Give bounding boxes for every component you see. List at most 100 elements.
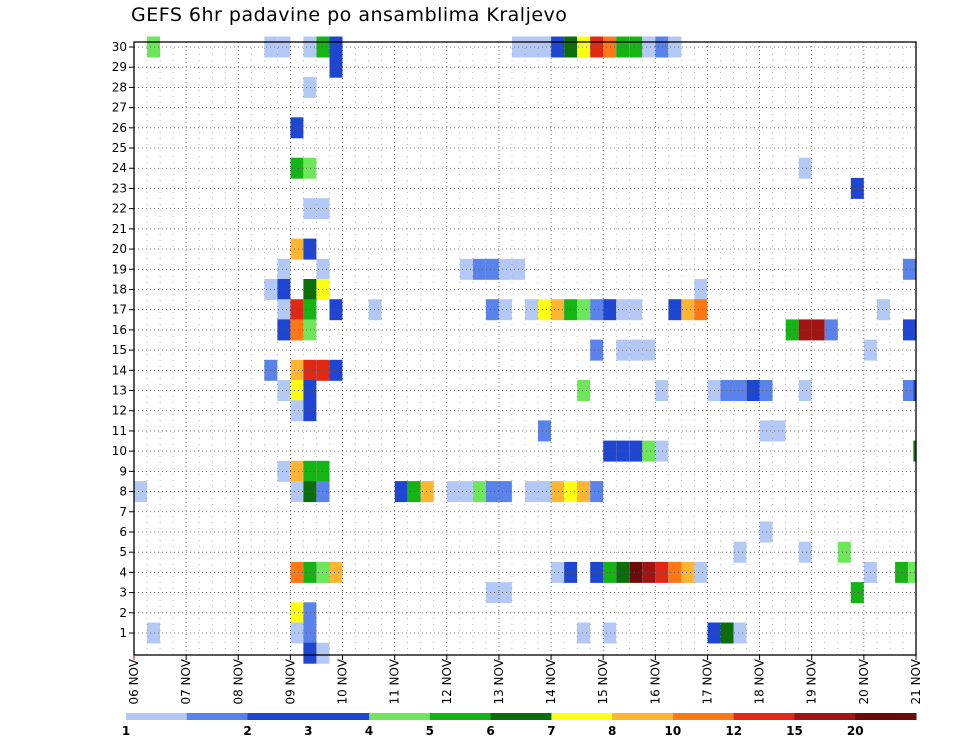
precip-cell-m8-125 — [577, 481, 591, 503]
precip-cell-m13-81 — [277, 380, 291, 401]
precip-cell-m16-70 — [903, 319, 916, 341]
colorbar-swatch-12 — [855, 713, 917, 720]
precip-cell-m17-43 — [277, 299, 291, 321]
precip-cell-m18-39 — [277, 279, 291, 300]
precip-cell-m4-142 — [655, 561, 669, 583]
colorbar-swatch-11 — [794, 713, 856, 720]
precip-cell-m17-46 — [329, 299, 343, 321]
ytick-label-14: 14 — [112, 363, 127, 377]
precip-cell-m15-71 — [590, 339, 604, 361]
precip-cell-m10-103 — [655, 440, 669, 462]
xtick-label-4: 10 NOV — [336, 658, 350, 704]
ytick-label-5: 5 — [119, 545, 127, 559]
precip-cell-m15-74 — [642, 339, 656, 361]
precip-cell-m12-95 — [303, 400, 317, 422]
xtick-label-8: 14 NOV — [544, 658, 558, 704]
colorbar-label-4: 4 — [365, 724, 373, 738]
precip-cell-m20-29 — [303, 238, 317, 260]
ytick-label-30: 30 — [112, 40, 127, 54]
precip-cell-m19-37 — [903, 258, 916, 280]
colorbar-swatch-0 — [126, 713, 188, 720]
precip-cell-m1-155 — [290, 622, 304, 644]
precip-cell-m18-42 — [694, 279, 708, 300]
precip-cell-m22-26 — [303, 198, 317, 220]
precip-cell-m5-130 — [837, 541, 851, 563]
precip-cell-m10-101 — [629, 440, 643, 462]
precip-cell-m0-163 — [316, 642, 330, 664]
ytick-label-1: 1 — [119, 626, 127, 640]
precip-cell-m24-24 — [798, 157, 812, 179]
precip-cell-m8-126 — [590, 481, 604, 503]
colorbar-swatch-5 — [429, 713, 492, 720]
precip-cell-m29-19 — [329, 56, 343, 78]
precip-cell-m13-82 — [290, 380, 304, 401]
precip-cell-m26-21 — [290, 117, 304, 139]
ytick-label-27: 27 — [112, 101, 127, 115]
xtick-label-15: 21 NOV — [909, 658, 923, 704]
axis-ticks: 1234567891011121314151617181920212223242… — [112, 40, 923, 705]
ytick-label-7: 7 — [119, 505, 127, 519]
precip-cell-m3-151 — [850, 582, 864, 604]
precip-cell-m8-115 — [420, 481, 434, 503]
ytick-label-11: 11 — [112, 424, 127, 438]
precip-cell-m8-116 — [446, 481, 460, 503]
precip-cell-m17-44 — [290, 299, 304, 321]
precip-cell-m18-40 — [303, 279, 317, 300]
precip-cell-m17-56 — [603, 299, 617, 321]
precip-cell-m30-12 — [590, 36, 604, 58]
xtick-label-13: 19 NOV — [805, 658, 819, 704]
ytick-label-6: 6 — [119, 525, 127, 539]
colorbar-label-5: 5 — [426, 724, 434, 738]
precip-cell-m8-109 — [134, 481, 147, 503]
precip-cell-m17-52 — [551, 299, 565, 321]
colorbar-swatch-9 — [672, 713, 735, 720]
precip-cell-m4-147 — [895, 561, 909, 583]
precip-cell-m4-145 — [694, 561, 708, 583]
xtick-label-7: 13 NOV — [492, 658, 506, 704]
xtick-label-2: 08 NOV — [231, 658, 245, 704]
precip-cell-m10-102 — [642, 440, 656, 462]
precip-cell-m16-65 — [303, 319, 317, 341]
chart-title: GEFS 6hr padavine po ansamblima Kraljevo — [131, 4, 568, 26]
precip-cell-m19-30 — [277, 258, 291, 280]
precip-cell-m4-141 — [642, 561, 656, 583]
precip-cell-m17-50 — [525, 299, 538, 321]
colorbar-swatch-8 — [612, 713, 674, 720]
precip-cell-m24-23 — [303, 157, 317, 179]
precip-cell-m1-158 — [603, 622, 617, 644]
precip-cell-m4-132 — [303, 561, 317, 583]
ytick-label-16: 16 — [112, 323, 127, 337]
precip-cell-m17-58 — [629, 299, 643, 321]
precip-cell-m9-106 — [290, 460, 304, 482]
precip-cell-m9-105 — [277, 460, 291, 482]
colorbar-label-6: 6 — [486, 724, 494, 738]
precip-cell-m17-62 — [876, 299, 890, 321]
precip-cell-m30-2 — [277, 36, 291, 58]
xtick-label-11: 17 NOV — [700, 658, 714, 704]
precip-cell-m17-48 — [485, 299, 499, 321]
precip-cell-m3-150 — [498, 582, 512, 604]
precip-cell-m17-47 — [368, 299, 382, 321]
precip-cell-m16-66 — [785, 319, 799, 341]
colorbar-label-20: 20 — [847, 724, 864, 738]
precip-cell-m28-20 — [303, 76, 317, 98]
precip-cell-m30-16 — [642, 36, 656, 58]
precip-cell-m17-51 — [538, 299, 551, 321]
colorbar-swatch-4 — [369, 713, 431, 720]
colorbar-swatch-7 — [551, 713, 613, 720]
ytick-label-9: 9 — [119, 464, 127, 478]
precip-cell-m14-77 — [290, 359, 304, 381]
precip-cell-m13-92 — [903, 380, 916, 401]
precip-cell-m17-49 — [498, 299, 512, 321]
precip-cell-m8-111 — [303, 481, 317, 503]
precip-cell-m8-113 — [394, 481, 408, 503]
precip-cell-m24-22 — [290, 157, 304, 179]
colorbar-swatch-10 — [733, 713, 795, 720]
precip-cell-m16-64 — [290, 319, 304, 341]
xtick-label-1: 07 NOV — [179, 658, 193, 704]
ytick-label-29: 29 — [112, 60, 127, 74]
precip-cell-m17-61 — [694, 299, 708, 321]
precip-cell-m4-135 — [551, 561, 565, 583]
precip-cell-m16-63 — [277, 319, 291, 341]
